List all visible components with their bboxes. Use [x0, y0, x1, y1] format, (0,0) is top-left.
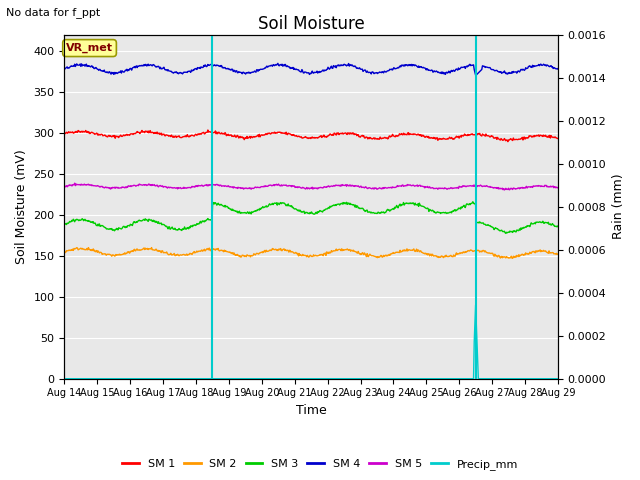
SM 3 [61, 221, 68, 227]
SM 2 [171, 252, 179, 258]
Line: Precip_mm: Precip_mm [65, 305, 558, 379]
SM 4 [372, 70, 380, 76]
Line: SM 4: SM 4 [65, 63, 558, 75]
Y-axis label: Soil Moisture (mV): Soil Moisture (mV) [15, 149, 28, 264]
SM 2 [197, 248, 205, 253]
Precip_mm [61, 376, 68, 382]
Line: SM 5: SM 5 [65, 183, 558, 190]
SM 2 [509, 255, 516, 261]
SM 4 [61, 67, 68, 72]
SM 3 [469, 199, 477, 204]
Y-axis label: Rain (mm): Rain (mm) [612, 174, 625, 240]
SM 2 [70, 248, 77, 253]
Precip_mm [472, 302, 479, 308]
SM 2 [61, 249, 68, 254]
SM 5 [197, 183, 205, 189]
SM 4 [70, 63, 77, 69]
SM 4 [120, 69, 128, 75]
Title: Soil Moisture: Soil Moisture [258, 15, 365, 33]
SM 2 [120, 251, 128, 257]
SM 1 [196, 131, 204, 137]
SM 5 [386, 185, 394, 191]
Precip_mm [196, 376, 204, 382]
SM 3 [70, 216, 77, 222]
SM 3 [196, 218, 204, 224]
SM 4 [386, 66, 394, 72]
SM 5 [372, 185, 380, 191]
SM 2 [148, 245, 156, 251]
Precip_mm [371, 376, 378, 382]
SM 1 [372, 135, 380, 141]
SM 1 [204, 127, 212, 133]
Precip_mm [170, 376, 178, 382]
SM 5 [171, 185, 179, 191]
Precip_mm [120, 376, 128, 382]
X-axis label: Time: Time [296, 404, 326, 417]
SM 5 [500, 187, 508, 193]
SM 3 [170, 226, 178, 232]
Line: SM 2: SM 2 [65, 248, 558, 258]
SM 3 [385, 207, 393, 213]
SM 1 [170, 134, 178, 140]
Legend: SM 1, SM 2, SM 3, SM 4, SM 5, Precip_mm: SM 1, SM 2, SM 3, SM 4, SM 5, Precip_mm [118, 455, 522, 474]
SM 5 [61, 184, 68, 190]
Precip_mm [70, 376, 77, 382]
SM 2 [554, 252, 562, 257]
SM 3 [371, 211, 378, 216]
SM 5 [554, 185, 562, 191]
Line: SM 3: SM 3 [65, 202, 558, 233]
Text: VR_met: VR_met [66, 43, 113, 53]
SM 1 [70, 130, 77, 136]
SM 3 [502, 230, 509, 236]
SM 4 [274, 60, 282, 66]
SM 1 [504, 139, 512, 144]
SM 5 [71, 180, 79, 186]
Precip_mm [554, 376, 562, 382]
SM 3 [120, 224, 128, 229]
Precip_mm [385, 376, 393, 382]
SM 1 [386, 133, 394, 139]
SM 1 [554, 135, 562, 141]
SM 1 [120, 132, 128, 138]
SM 2 [372, 253, 380, 259]
SM 2 [386, 252, 394, 258]
SM 4 [196, 66, 204, 72]
SM 4 [170, 70, 178, 75]
Line: SM 1: SM 1 [65, 130, 558, 142]
SM 5 [121, 185, 129, 191]
Text: No data for f_ppt: No data for f_ppt [6, 7, 100, 18]
SM 4 [554, 66, 562, 72]
SM 5 [70, 182, 77, 188]
SM 1 [61, 131, 68, 136]
SM 4 [472, 72, 479, 78]
SM 3 [554, 224, 562, 229]
